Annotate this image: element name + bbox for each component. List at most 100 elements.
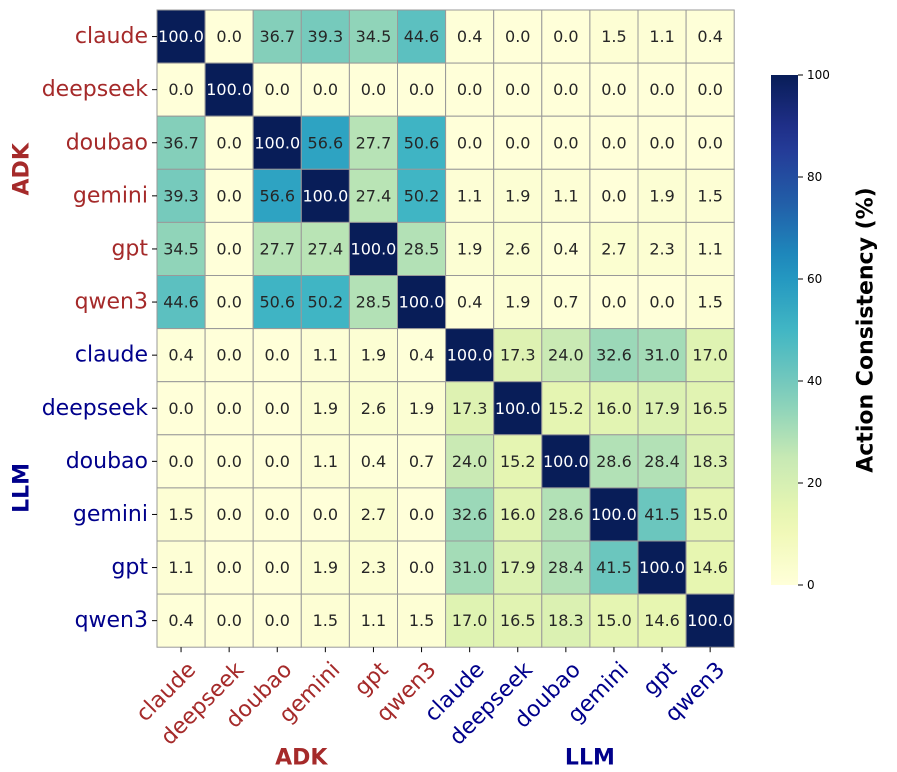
heatmap-cell-value: 28.5 xyxy=(404,239,440,258)
heatmap-cell xyxy=(589,168,639,223)
heatmap-cell xyxy=(541,275,591,330)
heatmap-cell-value: 100.0 xyxy=(254,133,300,152)
heatmap-cell xyxy=(348,593,398,648)
heatmap-cell xyxy=(204,221,254,276)
heatmap-cell xyxy=(685,540,735,595)
heatmap-cell-value: 27.7 xyxy=(356,133,392,152)
heatmap-cell-value: 0.0 xyxy=(505,80,530,99)
row-label: gpt xyxy=(111,236,148,261)
heatmap-cell-value: 1.9 xyxy=(361,346,386,365)
heatmap-cell xyxy=(541,328,591,383)
heatmap-cell-value: 32.6 xyxy=(596,346,632,365)
heatmap-cell-value: 15.0 xyxy=(596,611,632,630)
row-label: claude xyxy=(75,343,148,368)
heatmap-cell-value: 17.0 xyxy=(452,611,488,630)
row-label: qwen3 xyxy=(75,290,148,315)
heatmap-cell-value: 0.0 xyxy=(216,293,241,312)
heatmap-cell-value: 1.1 xyxy=(313,346,338,365)
heatmap-cell-value: 28.4 xyxy=(548,558,584,577)
heatmap-cell-value: 100.0 xyxy=(351,239,397,258)
heatmap-cell xyxy=(397,328,447,383)
heatmap-cell-value: 31.0 xyxy=(452,558,488,577)
heatmap-cell-value: 0.0 xyxy=(601,186,626,205)
heatmap-cell-value: 100.0 xyxy=(687,611,733,630)
heatmap-cell xyxy=(156,434,206,489)
heatmap-cell-value: 0.0 xyxy=(168,399,193,418)
heatmap-cell-value: 0.4 xyxy=(361,452,386,471)
heatmap-cell xyxy=(685,434,735,489)
heatmap-cell-value: 0.0 xyxy=(649,80,674,99)
heatmap-cell xyxy=(156,168,206,223)
heatmap-cell-value: 0.0 xyxy=(553,80,578,99)
heatmap-cell xyxy=(589,593,639,648)
heatmap-cell-value: 1.1 xyxy=(313,452,338,471)
heatmap-cell-value: 39.3 xyxy=(163,186,199,205)
heatmap-cell-values: 100.0 0.0 36.7 39.3 34.5 44.6 0.4 0.0 0.0 1.5 1.1 0… xyxy=(158,27,733,630)
heatmap-cell-value: 16.5 xyxy=(500,611,536,630)
heatmap-cell xyxy=(445,593,495,648)
heatmap-cell-value: 0.0 xyxy=(216,558,241,577)
heatmap-cell xyxy=(493,9,543,64)
heatmap-cell-value: 1.5 xyxy=(601,27,626,46)
heatmap-cell-value: 1.1 xyxy=(168,558,193,577)
heatmap-cell-value: 27.4 xyxy=(356,186,392,205)
heatmap-cell xyxy=(348,221,398,276)
heatmap-cell xyxy=(300,168,350,223)
heatmap-cell-value: 1.9 xyxy=(313,399,338,418)
heatmap-cell-value: 17.3 xyxy=(500,346,536,365)
heatmap-cell xyxy=(493,434,543,489)
heatmap-cell-value: 0.0 xyxy=(265,346,290,365)
row-labels: claude deepseek doubao gemini gpt qwen3 claude… xyxy=(42,24,157,633)
heatmap-cell xyxy=(445,168,495,223)
heatmap-cell-value: 0.0 xyxy=(265,399,290,418)
heatmap-cell xyxy=(685,487,735,542)
heatmap-cell-value: 28.6 xyxy=(548,505,584,524)
heatmap-cell-value: 44.6 xyxy=(404,27,440,46)
heatmap-cell xyxy=(397,221,447,276)
heatmap-cell-value: 2.6 xyxy=(505,239,530,258)
heatmap-cell xyxy=(445,328,495,383)
heatmap-cells xyxy=(156,9,735,648)
heatmap-cell-value: 100.0 xyxy=(639,558,685,577)
heatmap-cell-value: 31.0 xyxy=(644,346,680,365)
heatmap-cell xyxy=(204,9,254,64)
heatmap-cell-value: 0.0 xyxy=(361,80,386,99)
row-label: deepseek xyxy=(42,77,149,102)
row-label: doubao xyxy=(66,130,148,155)
heatmap-cell xyxy=(300,62,350,117)
heatmap-cell-value: 1.5 xyxy=(168,505,193,524)
heatmap-cell-value: 27.7 xyxy=(259,239,295,258)
heatmap-cell-value: 0.0 xyxy=(216,611,241,630)
heatmap-cell-value: 16.0 xyxy=(596,399,632,418)
row-label: deepseek xyxy=(42,396,149,421)
heatmap-cell xyxy=(252,593,302,648)
heatmap-cell xyxy=(300,487,350,542)
heatmap-cell xyxy=(252,168,302,223)
heatmap-cell-value: 39.3 xyxy=(308,27,344,46)
heatmap-cell xyxy=(397,62,447,117)
heatmap-cell-value: 18.3 xyxy=(548,611,584,630)
heatmap-cell-value: 28.6 xyxy=(596,452,632,471)
heatmap-cell-value: 0.4 xyxy=(168,346,193,365)
heatmap-cell-value: 1.5 xyxy=(697,293,722,312)
heatmap-cell-value: 0.0 xyxy=(265,611,290,630)
heatmap-cell xyxy=(397,540,447,595)
heatmap-cell xyxy=(589,62,639,117)
heatmap-cell-value: 100.0 xyxy=(495,399,541,418)
heatmap-cell-value: 0.0 xyxy=(505,133,530,152)
heatmap-cell xyxy=(397,434,447,489)
heatmap-cell-value: 1.1 xyxy=(361,611,386,630)
heatmap-cell-value: 0.0 xyxy=(168,80,193,99)
heatmap-cell xyxy=(637,62,687,117)
heatmap-cell-value: 32.6 xyxy=(452,505,488,524)
heatmap-cell-value: 0.0 xyxy=(601,80,626,99)
heatmap-cell-value: 0.4 xyxy=(553,239,578,258)
heatmap-cell-value: 1.9 xyxy=(409,399,434,418)
heatmap-cell-value: 0.0 xyxy=(649,293,674,312)
heatmap-cell-value: 0.0 xyxy=(216,239,241,258)
heatmap-cell xyxy=(252,540,302,595)
heatmap-cell xyxy=(589,9,639,64)
heatmap-cell xyxy=(348,328,398,383)
heatmap-cell-value: 0.0 xyxy=(697,133,722,152)
